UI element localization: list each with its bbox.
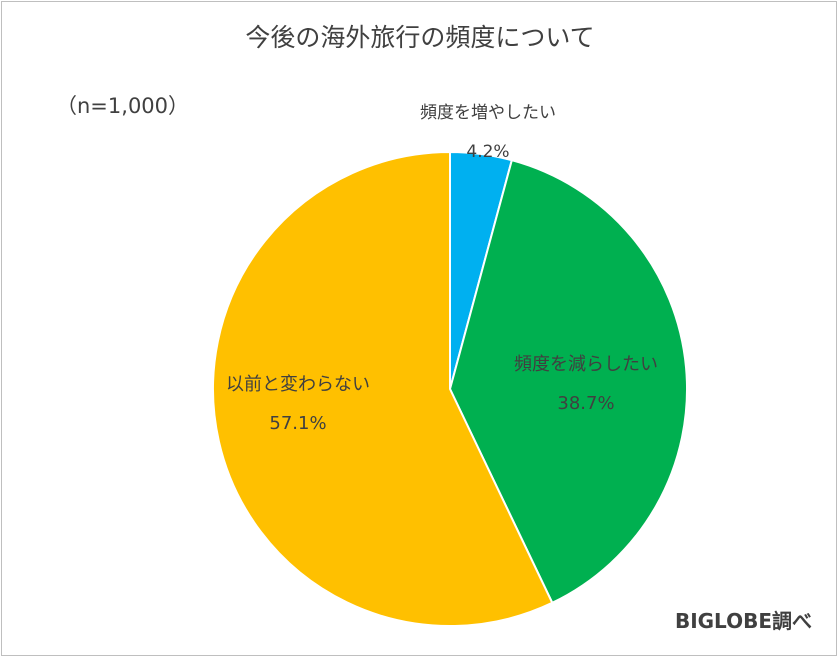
pie-slice-decrease <box>448 158 689 605</box>
slice-value-unchanged: 57.1% <box>269 413 326 434</box>
chart-title: 今後の海外旅行の頻度について <box>245 23 595 52</box>
slice-label-unchanged: 以前と変わらない <box>226 374 370 395</box>
source-credit: BIGLOBE調べ <box>674 609 812 633</box>
slice-label-decrease: 頻度を減らしたい <box>514 354 658 375</box>
pie-slice-unchanged <box>212 150 554 627</box>
sample-size-note: （n=1,000） <box>56 94 190 118</box>
slice-value-increase: 4.2% <box>466 142 509 162</box>
slice-label-increase: 頻度を増やしたい <box>420 103 556 123</box>
slice-value-decrease: 38.7% <box>557 393 614 414</box>
